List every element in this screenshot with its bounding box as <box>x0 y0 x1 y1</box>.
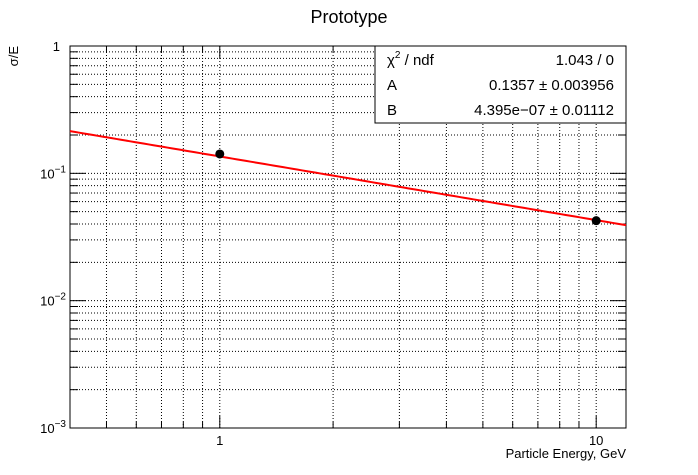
y-tick-label: 10−1 <box>40 164 66 181</box>
stats-row-value: 0.1357 ± 0.003956 <box>489 77 614 94</box>
y-tick-label: 10−3 <box>40 419 66 436</box>
fit-curve-layer <box>69 130 627 227</box>
plot-frame <box>69 45 627 429</box>
stats-row-name: B <box>387 102 397 119</box>
y-tick-label: 1 <box>53 39 60 54</box>
x-tick-label: 1 <box>216 433 223 448</box>
tick-labels: 1 10 10−3 10−2 10−1 1 <box>40 39 603 448</box>
y-axis-label: σ/E <box>6 46 21 67</box>
fit-curve <box>69 130 627 227</box>
x-tick-label: 10 <box>589 433 603 448</box>
stats-row-name: χ2 / ndf <box>387 50 435 69</box>
data-point <box>215 149 225 159</box>
stats-row-value: 1.043 / 0 <box>556 52 614 69</box>
y-tick-label: 10−2 <box>40 292 66 309</box>
stats-box: χ2 / ndf 1.043 / 0 A 0.1357 ± 0.003956 B 4.39… <box>374 45 627 124</box>
data-point <box>591 216 601 226</box>
chart-title: Prototype <box>310 7 387 27</box>
stats-box-frame <box>374 45 627 124</box>
stats-row-value: 4.395e−07 ± 0.01112 <box>474 102 614 119</box>
x-axis-label: Particle Energy, GeV <box>506 446 627 461</box>
data-points <box>215 149 601 226</box>
stats-row-name: A <box>387 77 397 94</box>
